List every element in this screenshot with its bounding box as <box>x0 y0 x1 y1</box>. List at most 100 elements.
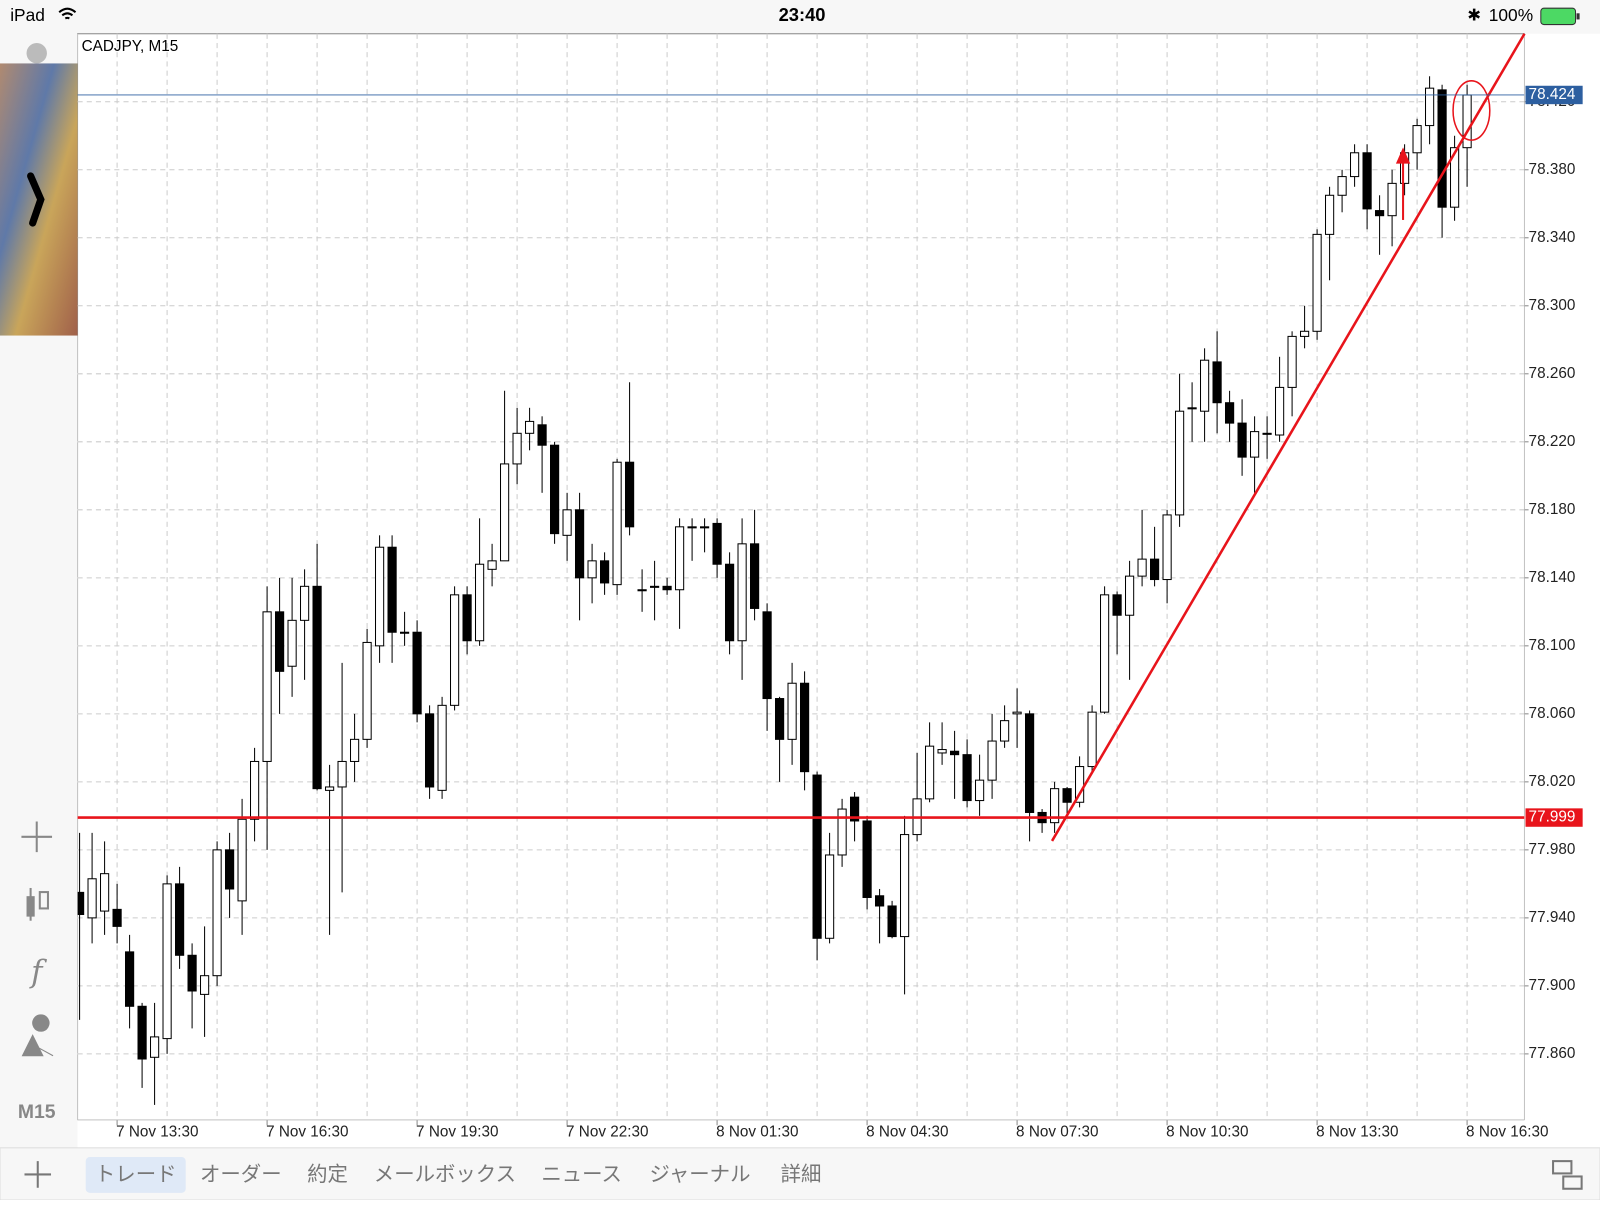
objects-tool[interactable] <box>21 1014 54 1057</box>
candle-body <box>87 878 97 919</box>
candle-body <box>462 594 472 642</box>
candle-body <box>712 522 722 565</box>
candle-body <box>1375 210 1385 217</box>
y-tick-label: 77.980 <box>1529 841 1576 858</box>
candle-body <box>150 1036 160 1058</box>
candle-body <box>862 820 872 898</box>
candle-body <box>787 682 797 740</box>
crosshair-tool[interactable] <box>21 821 53 853</box>
tab[interactable]: ジャーナル <box>650 1164 751 1186</box>
x-tick-label: 7 Nov 16:30 <box>266 1124 348 1141</box>
current-price-box <box>1525 85 1583 105</box>
candle-body <box>287 619 297 667</box>
candle-body <box>300 585 310 621</box>
candle-body <box>487 560 497 570</box>
candle-body <box>1225 402 1235 424</box>
toolbar-top-icon[interactable] <box>26 42 47 64</box>
candle-body <box>375 546 385 647</box>
level-box <box>1525 808 1583 827</box>
candle-body <box>887 905 897 938</box>
candle-body <box>725 563 735 642</box>
candle-body <box>362 641 372 740</box>
timeframe-button[interactable]: M15 <box>18 1101 56 1123</box>
candle-body <box>350 738 360 762</box>
current-price-label: 78.424 <box>1529 86 1576 103</box>
candle-body <box>1287 335 1297 388</box>
candle-body <box>1187 407 1197 410</box>
bottom-bar <box>0 1147 1600 1201</box>
candle-body <box>1000 720 1010 742</box>
x-tick-label: 7 Nov 19:30 <box>416 1124 498 1141</box>
candle-body <box>1012 711 1022 715</box>
candle-body <box>687 526 697 529</box>
candle-body <box>412 631 422 715</box>
candle-body <box>162 883 172 1040</box>
candle-body <box>437 704 447 791</box>
candle-body <box>250 760 260 820</box>
chart-type-tool[interactable] <box>26 887 49 921</box>
candle-body <box>762 611 772 700</box>
candle-body <box>1125 575 1135 616</box>
candle-body <box>525 420 535 434</box>
battery-icon <box>1540 7 1577 26</box>
candle-body <box>125 951 135 1007</box>
candle-body <box>1062 788 1072 803</box>
candle-body <box>1450 147 1460 208</box>
candle-body <box>662 585 672 591</box>
clock: 23:40 <box>779 4 826 25</box>
tab[interactable]: メールボックス <box>374 1163 516 1186</box>
candle-body <box>1312 233 1322 332</box>
y-tick-label: 77.940 <box>1529 909 1576 926</box>
candle-body <box>612 461 622 586</box>
candle-body <box>187 954 197 992</box>
candle-body <box>1337 176 1347 196</box>
y-tick-label: 78.060 <box>1529 705 1576 722</box>
candle-body <box>600 560 610 584</box>
candle-body <box>550 444 560 535</box>
y-tick-label: 78.140 <box>1529 569 1576 586</box>
candle-body <box>775 698 785 740</box>
tab[interactable]: オーダー <box>200 1163 282 1186</box>
candle-body <box>537 424 547 446</box>
arrow-head[interactable] <box>1395 147 1411 164</box>
candle-body <box>750 543 760 609</box>
candle-body <box>1162 514 1172 581</box>
expand-chevron[interactable] <box>27 172 45 227</box>
candle-body <box>200 975 210 995</box>
y-tick-label: 78.380 <box>1529 161 1576 178</box>
highlight-ellipse[interactable] <box>1452 80 1491 141</box>
x-tick-label: 8 Nov 16:30 <box>1466 1124 1548 1141</box>
active-tab-bg <box>85 1157 186 1193</box>
tab[interactable]: ニュース <box>541 1164 622 1186</box>
x-tick-label: 8 Nov 13:30 <box>1316 1124 1398 1141</box>
x-axis-area <box>77 1120 1525 1148</box>
candle-body <box>1050 788 1060 824</box>
trend-line[interactable] <box>1050 33 1526 842</box>
candle-body <box>1112 594 1122 616</box>
add-button[interactable] <box>24 1161 52 1188</box>
candle-body <box>425 713 435 788</box>
candle-body <box>112 908 122 927</box>
candle-body <box>937 749 947 754</box>
candle-body <box>1250 431 1260 458</box>
candle-body <box>575 509 585 579</box>
candle-body <box>450 594 460 706</box>
y-tick-label: 78.260 <box>1529 365 1576 382</box>
candle-body <box>1362 152 1372 210</box>
candle-body <box>1200 359 1210 412</box>
candle-body <box>1350 152 1360 178</box>
x-tick-label: 7 Nov 22:30 <box>566 1124 648 1141</box>
layout-button[interactable] <box>1552 1160 1583 1190</box>
tab[interactable]: トレード <box>95 1164 177 1186</box>
tab[interactable]: 詳細 <box>781 1163 822 1186</box>
candle-body <box>175 883 185 956</box>
tab[interactable]: 約定 <box>307 1163 348 1186</box>
candle-body <box>1237 422 1247 458</box>
candle-body <box>650 585 660 588</box>
candle-body <box>637 589 647 592</box>
candle-body <box>1212 361 1222 404</box>
candle-body <box>1175 410 1185 516</box>
candle-body <box>900 834 910 938</box>
x-tick-label: 8 Nov 04:30 <box>866 1124 948 1141</box>
